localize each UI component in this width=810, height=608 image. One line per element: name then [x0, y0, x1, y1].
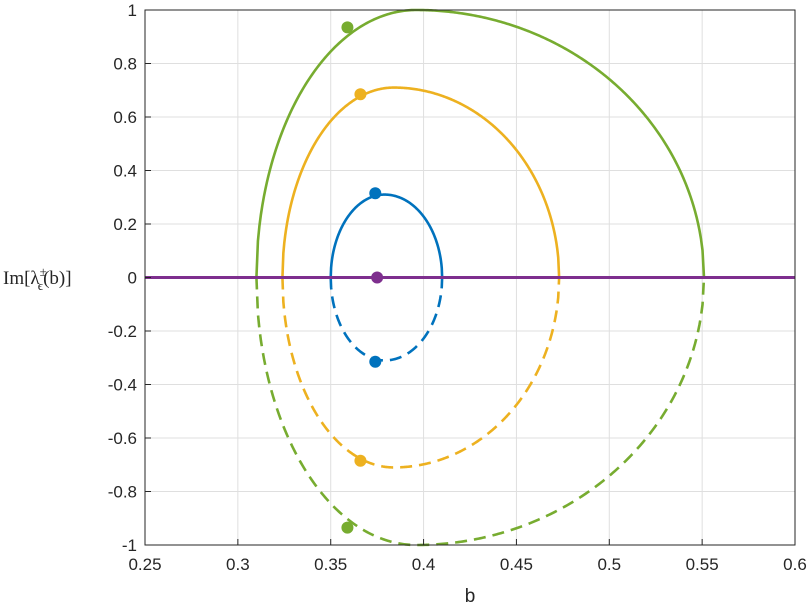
- y-tick-label: 0.2: [113, 215, 137, 234]
- series-2-lower-branch: [255, 277, 706, 547]
- series-0-upper-branch: [329, 193, 444, 278]
- y-tick-label: 0.4: [113, 162, 137, 181]
- y-tick-label: -1: [122, 536, 137, 555]
- series-0-marker-0: [369, 187, 382, 200]
- markers: [341, 21, 384, 534]
- y-axis-label-subscript: ϵ: [38, 278, 43, 293]
- y-axis-label: Im[λ± ϵ(b)]: [3, 264, 72, 293]
- x-tick-label: 0.55: [686, 555, 719, 574]
- x-tick-label: 0.25: [128, 555, 161, 574]
- x-tick-label: 0.35: [314, 555, 347, 574]
- series-2-upper-branch: [255, 8, 706, 278]
- y-tick-label: -0.8: [108, 483, 137, 502]
- series-2-marker-1: [341, 521, 354, 534]
- series-2-marker-0: [341, 21, 354, 34]
- series-3-marker-0: [371, 271, 384, 284]
- series-1-upper-branch: [281, 86, 561, 278]
- series-0-lower-branch: [329, 277, 444, 362]
- x-tick-label: 0.6: [783, 555, 807, 574]
- y-axis-label-superscript: ±: [40, 264, 47, 279]
- x-tick-label: 0.5: [597, 555, 621, 574]
- y-tick-label: 0.6: [113, 108, 137, 127]
- series-1-marker-1: [354, 454, 367, 467]
- series-0-marker-1: [369, 355, 382, 368]
- y-tick-label: 0.8: [113, 55, 137, 74]
- ticks: 0.25 0.3 0.35 0.4 0.45 0.5 0.55 0.6 -1 -0.8 -0.6 -0…: [108, 1, 807, 574]
- y-tick-label: -0.4: [108, 376, 137, 395]
- x-axis-label: b: [465, 586, 476, 607]
- curves: [145, 8, 795, 547]
- x-tick-label: 0.45: [500, 555, 533, 574]
- x-tick-label: 0.4: [412, 555, 436, 574]
- y-tick-label: 1: [128, 1, 137, 20]
- y-axis-label-suffix: (b)]: [43, 268, 71, 289]
- series-1-marker-0: [354, 88, 367, 101]
- y-tick-label: 0: [128, 269, 137, 288]
- y-tick-label: -0.2: [108, 322, 137, 341]
- y-tick-label: -0.6: [108, 429, 137, 448]
- series-1-lower-branch: [281, 277, 561, 469]
- x-tick-label: 0.3: [226, 555, 250, 574]
- y-axis-label-prefix: Im[λ: [3, 268, 40, 289]
